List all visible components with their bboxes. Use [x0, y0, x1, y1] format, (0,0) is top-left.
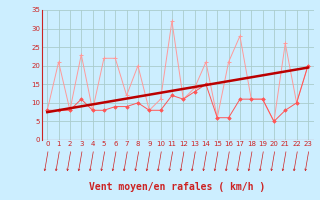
Text: Vent moyen/en rafales ( km/h ): Vent moyen/en rafales ( km/h ) [90, 182, 266, 192]
